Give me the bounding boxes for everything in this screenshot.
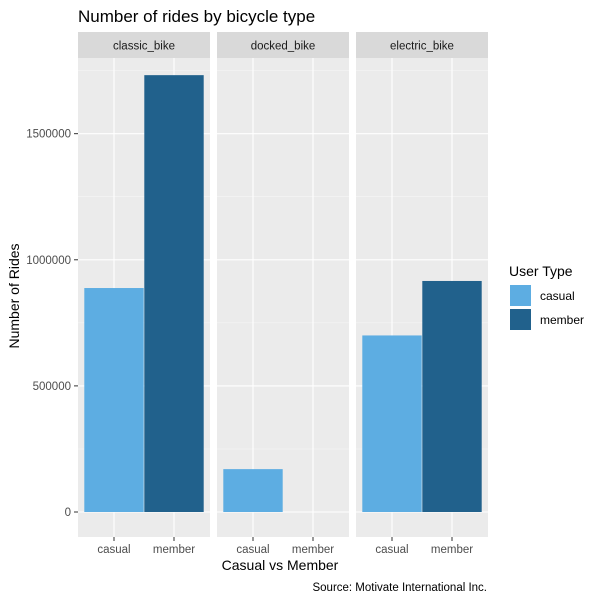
bar-electric_bike-member (422, 280, 482, 512)
y-tick-label: 0 (65, 507, 71, 519)
legend-key-member (510, 309, 531, 330)
legend-label: casual (540, 289, 575, 303)
facet-strip-label: classic_bike (113, 41, 175, 53)
bar-classic_bike-casual (84, 288, 144, 512)
chart-caption: Source: Motivate International Inc. (312, 582, 487, 594)
x-tick-label: member (292, 544, 334, 556)
x-tick-label: casual (97, 544, 130, 556)
facet-strip (217, 32, 349, 58)
chart-title: Number of rides by bicycle type (78, 7, 315, 26)
x-tick-label: member (431, 544, 473, 556)
y-tick-label: 1000000 (26, 255, 71, 267)
legend-label: member (540, 313, 584, 327)
x-tick-label: member (153, 544, 195, 556)
y-tick-label: 500000 (33, 381, 71, 393)
facet-strip-label: electric_bike (390, 41, 454, 53)
facet-strip (78, 32, 210, 58)
legend: User Type casual member (509, 263, 584, 330)
facet-strip (356, 32, 488, 58)
x-axis-title: Casual vs Member (222, 557, 339, 573)
y-axis: 0 500000 1000000 1500000 (26, 129, 78, 519)
bar-classic_bike-member (144, 75, 204, 512)
y-axis-title: Number of Rides (6, 243, 22, 348)
legend-title: User Type (509, 263, 573, 279)
bar-electric_bike-casual (362, 335, 422, 512)
legend-key-casual (510, 285, 531, 306)
x-tick-label: casual (236, 544, 269, 556)
y-tick-label: 1500000 (26, 129, 71, 141)
x-tick-label: casual (375, 544, 408, 556)
bar-docked_bike-casual (223, 469, 283, 512)
facet-strip-label: docked_bike (251, 41, 316, 53)
panel-background (217, 58, 349, 537)
